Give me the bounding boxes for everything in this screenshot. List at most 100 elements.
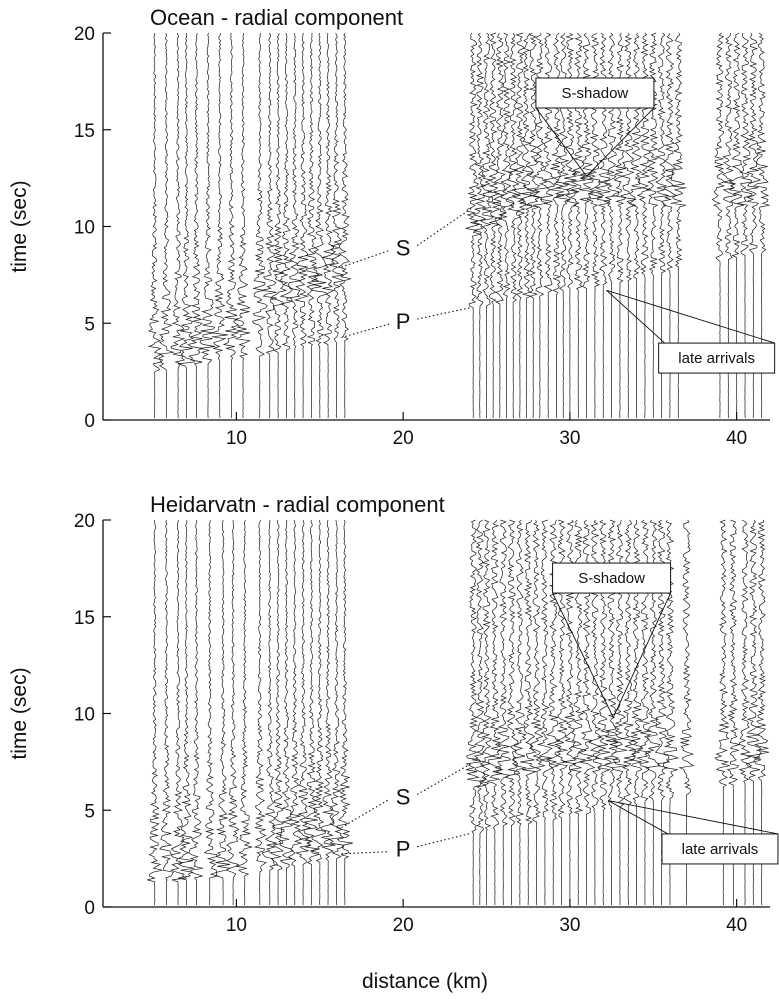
heidarvatn-x-tick-label: 30 bbox=[559, 915, 580, 936]
heidarvatn-seismic-trace bbox=[465, 519, 481, 906]
heidarvatn-seismic-trace bbox=[253, 519, 267, 906]
heidarvatn-y-axis-label: time (sec) bbox=[8, 667, 31, 759]
ocean-seismic-trace bbox=[147, 32, 164, 419]
ocean-callout-box bbox=[535, 77, 655, 109]
ocean-seismic-trace bbox=[505, 32, 522, 419]
heidarvatn-seismic-trace bbox=[311, 519, 327, 906]
heidarvatn-callout-box bbox=[661, 833, 779, 865]
heidarvatn-seismic-trace bbox=[479, 519, 493, 906]
heidarvatn-seismic-trace bbox=[215, 519, 232, 906]
ocean-phase-label-s: S bbox=[396, 236, 411, 261]
heidarvatn-late-arrivals-label: late arrivals bbox=[682, 841, 759, 858]
heidarvatn-seismic-trace bbox=[177, 519, 195, 906]
ocean-phase-leader bbox=[341, 323, 390, 338]
heidarvatn-phase-label-bg bbox=[391, 785, 416, 812]
heidarvatn-x-tick-label: 20 bbox=[393, 915, 414, 936]
ocean-phase-leader bbox=[341, 250, 390, 268]
ocean-seismic-trace bbox=[234, 32, 251, 419]
ocean-seismic-trace bbox=[322, 32, 336, 419]
ocean-seismic-trace bbox=[262, 32, 277, 419]
heidarvatn-panel-title: Heidarvatn - radial component bbox=[150, 492, 445, 517]
heidarvatn-seismic-trace bbox=[336, 519, 353, 906]
heidarvatn-y-tick-label: 5 bbox=[84, 801, 95, 822]
figure-x-axis-label: distance (km) bbox=[362, 970, 488, 993]
ocean-y-tick-label: 20 bbox=[74, 24, 95, 45]
heidarvatn-seismic-trace bbox=[278, 519, 294, 906]
heidarvatn-seismic-trace bbox=[188, 519, 204, 906]
heidarvatn-seismic-trace bbox=[288, 519, 303, 906]
ocean-callout-box bbox=[658, 342, 776, 374]
ocean-phase-label-p: P bbox=[396, 309, 411, 334]
ocean-x-tick-label: 10 bbox=[226, 428, 247, 449]
heidarvatn-callout-box bbox=[552, 562, 672, 594]
ocean-y-axis-label: time (sec) bbox=[8, 180, 31, 272]
ocean-seismic-trace bbox=[199, 32, 216, 419]
heidarvatn-seismic-trace bbox=[303, 519, 320, 906]
ocean-x-tick-label: 20 bbox=[393, 428, 414, 449]
heidarvatn-seismic-trace bbox=[529, 519, 546, 906]
ocean-seismic-trace bbox=[310, 32, 328, 419]
heidarvatn-seismic-trace bbox=[170, 519, 188, 906]
heidarvatn-seismic-trace bbox=[147, 519, 163, 906]
heidarvatn-x-tick-label: 10 bbox=[226, 915, 247, 936]
ocean-seismic-trace bbox=[337, 32, 352, 419]
ocean-seismic-trace bbox=[222, 32, 240, 419]
ocean-y-tick-label: 10 bbox=[74, 218, 95, 239]
heidarvatn-y-tick-label: 0 bbox=[84, 898, 95, 919]
ocean-seismic-trace bbox=[305, 32, 321, 419]
heidarvatn-seismic-trace bbox=[494, 519, 512, 906]
heidarvatn-seismic-trace bbox=[295, 519, 312, 906]
ocean-x-tick-label: 40 bbox=[726, 428, 747, 449]
heidarvatn-seismic-trace bbox=[225, 520, 240, 906]
ocean-seismic-trace bbox=[498, 32, 515, 419]
heidarvatn-seismic-trace bbox=[471, 519, 487, 906]
ocean-seismic-trace bbox=[491, 32, 507, 419]
heidarvatn-seismic-trace bbox=[159, 519, 174, 906]
ocean-seismic-trace bbox=[329, 32, 345, 419]
ocean-seismic-trace bbox=[170, 32, 186, 419]
ocean-seismic-trace bbox=[293, 32, 309, 419]
ocean-x-tick-label: 30 bbox=[559, 428, 580, 449]
ocean-seismic-trace bbox=[511, 32, 528, 419]
ocean-s-shadow-pointer bbox=[535, 107, 655, 177]
heidarvatn-seismic-trace bbox=[320, 519, 336, 906]
ocean-seismic-trace bbox=[251, 32, 268, 419]
ocean-y-tick-label: 0 bbox=[84, 411, 95, 432]
ocean-seismic-trace bbox=[465, 32, 482, 419]
heidarvatn-y-tick-label: 10 bbox=[74, 705, 95, 726]
heidarvatn-seismic-trace bbox=[536, 519, 553, 906]
ocean-phase-label-bg bbox=[391, 236, 416, 263]
heidarvatn-seismic-trace bbox=[504, 519, 521, 906]
ocean-phase-leader bbox=[416, 207, 472, 246]
heidarvatn-seismic-trace bbox=[512, 519, 527, 906]
heidarvatn-seismic-trace bbox=[261, 519, 279, 906]
heidarvatn-s-shadow-pointer bbox=[552, 592, 671, 719]
heidarvatn-seismic-trace bbox=[486, 519, 503, 906]
ocean-late-arrivals-label: late arrivals bbox=[678, 350, 755, 367]
ocean-y-tick-label: 5 bbox=[84, 314, 95, 335]
heidarvatn-phase-leader bbox=[341, 798, 390, 828]
heidarvatn-y-tick-label: 20 bbox=[74, 511, 95, 532]
ocean-phase-leader bbox=[417, 306, 472, 320]
heidarvatn-panel: Heidarvatn - radial component time (sec) 0… bbox=[8, 492, 779, 936]
heidarvatn-phase-label-bg bbox=[391, 837, 416, 864]
ocean-y-tick-label: 15 bbox=[74, 121, 95, 142]
ocean-seismic-trace bbox=[525, 32, 541, 419]
heidarvatn-seismic-trace bbox=[203, 519, 219, 906]
ocean-s-shadow-label: S-shadow bbox=[562, 85, 629, 102]
ocean-seismic-trace bbox=[472, 32, 487, 419]
heidarvatn-seismic-trace bbox=[520, 519, 537, 906]
heidarvatn-s-shadow-label: S-shadow bbox=[578, 570, 645, 587]
ocean-seismic-trace bbox=[286, 32, 301, 419]
ocean-seismic-trace bbox=[270, 32, 288, 419]
heidarvatn-x-tick-label: 40 bbox=[726, 915, 747, 936]
ocean-phase-label-bg bbox=[391, 310, 416, 337]
heidarvatn-seismic-trace bbox=[235, 519, 254, 906]
ocean-seismic-trace bbox=[278, 32, 293, 419]
ocean-seismic-trace bbox=[158, 32, 174, 419]
heidarvatn-y-tick-label: 15 bbox=[74, 608, 95, 629]
ocean-seismic-trace bbox=[485, 32, 503, 419]
heidarvatn-late-arrivals-pointer bbox=[608, 800, 779, 835]
